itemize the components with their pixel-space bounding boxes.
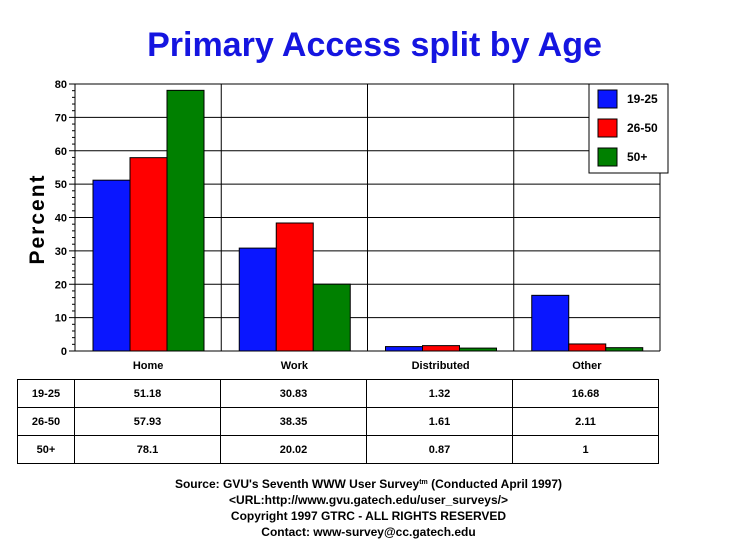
data-table: 19-25 51.18 30.83 1.32 16.68 26-50 57.93 38.35 1… xyxy=(17,379,659,464)
bar-chart: 0 10 20 30 40 50 60 70 80 Home Work Distributed Othe… xyxy=(26,79,669,372)
bar xyxy=(422,345,460,352)
bar xyxy=(605,347,644,352)
bar xyxy=(312,283,351,352)
copyright: Copyright 1997 GTRC - ALL RIGHTS RESERVE… xyxy=(230,509,507,523)
bar xyxy=(275,222,314,352)
table-cell: 1 xyxy=(512,435,659,464)
legend-label: 26-50 xyxy=(627,121,658,135)
table-row-label: 50+ xyxy=(17,435,75,464)
table-cell: 20.02 xyxy=(220,435,367,464)
legend-label: 50+ xyxy=(627,150,647,164)
footer: Source: GVU's Seventh WWW User Surveytm … xyxy=(0,475,729,540)
table-row: 19-25 51.18 30.83 1.32 16.68 xyxy=(17,379,659,408)
y-tick-label: 60 xyxy=(55,146,67,158)
trademark-mark: tm xyxy=(419,479,428,486)
y-tick-label: 70 xyxy=(55,112,67,124)
survey-url: <URL:http://www.gvu.gatech.edu/user_surv… xyxy=(229,493,508,507)
legend: 19-25 26-50 50+ xyxy=(588,83,669,174)
legend-swatch xyxy=(597,89,618,109)
y-tick-label: 50 xyxy=(55,179,67,191)
legend-label: 19-25 xyxy=(627,92,658,106)
axes: 0 10 20 30 40 50 60 70 80 Home Work Distributed Othe… xyxy=(55,79,660,372)
y-tick-label: 0 xyxy=(61,346,67,358)
x-tick-label: Distributed xyxy=(412,360,470,372)
table-cell: 38.35 xyxy=(220,407,367,436)
legend-swatch xyxy=(597,147,618,167)
x-tick-label: Home xyxy=(133,360,164,372)
source-line: Source: GVU's Seventh WWW User Surveytm … xyxy=(0,475,729,492)
table-cell: 51.18 xyxy=(74,379,221,408)
y-axis-label: Percent xyxy=(26,173,49,264)
bar xyxy=(92,179,131,352)
x-tick-label: Other xyxy=(572,360,602,372)
table-row-label: 26-50 xyxy=(17,407,75,436)
x-tick-label: Work xyxy=(281,360,309,372)
y-tick-label: 10 xyxy=(55,313,67,325)
table-row-label: 19-25 xyxy=(17,379,75,408)
y-tick-label: 30 xyxy=(55,246,67,258)
y-tick-label: 20 xyxy=(55,279,67,291)
chart-title: Primary Access split by Age xyxy=(147,26,602,64)
table-cell: 1.32 xyxy=(366,379,513,408)
contact: Contact: www-survey@cc.gatech.edu xyxy=(261,525,476,539)
bar xyxy=(238,247,277,352)
bar xyxy=(568,343,607,352)
bars xyxy=(92,89,644,352)
legend-swatch xyxy=(597,118,618,138)
bar xyxy=(166,89,205,352)
source-date: (Conducted April 1997) xyxy=(427,477,563,491)
table-cell: 1.61 xyxy=(366,407,513,436)
y-tick-label: 40 xyxy=(55,213,67,225)
table-cell: 2.11 xyxy=(512,407,659,436)
source-text: Source: GVU's Seventh WWW User Survey xyxy=(174,477,420,491)
table-cell: 30.83 xyxy=(220,379,367,408)
table-cell: 57.93 xyxy=(74,407,221,436)
bar xyxy=(129,157,168,352)
y-tick-label: 80 xyxy=(55,79,67,91)
table-row: 50+ 78.1 20.02 0.87 1 xyxy=(17,435,659,464)
table-cell: 78.1 xyxy=(74,435,221,464)
table-cell: 16.68 xyxy=(512,379,659,408)
table-cell: 0.87 xyxy=(366,435,513,464)
bar xyxy=(385,346,423,352)
table-row: 26-50 57.93 38.35 1.61 2.11 xyxy=(17,407,659,436)
bar xyxy=(531,294,570,352)
